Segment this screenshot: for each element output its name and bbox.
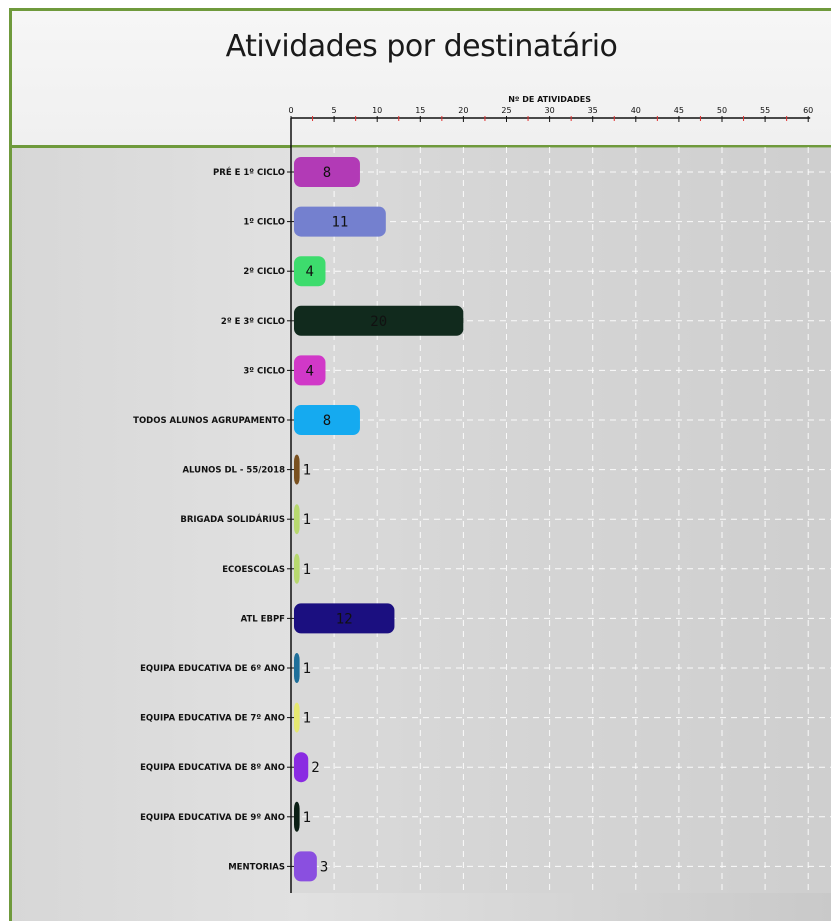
- x-tick-label: 5: [332, 106, 337, 115]
- bar: [294, 305, 464, 336]
- category-label: 1º CICLO: [243, 218, 285, 228]
- category-label: 2º CICLO: [243, 267, 285, 277]
- category-labels: PRÉ E 1º CICLO 1º CICLO 2º CICLO 2º E 3º CI…: [133, 166, 285, 872]
- bar-value-label: 4: [306, 264, 314, 280]
- x-tick-label: 35: [588, 106, 598, 115]
- bar-value-label: 12: [336, 611, 353, 627]
- bar-value-label: 8: [323, 413, 331, 429]
- category-label: ATL EBPF: [241, 614, 286, 624]
- x-tick-label: 40: [631, 106, 641, 115]
- x-tick-label: 10: [372, 106, 382, 115]
- bar-value-label: 1: [303, 711, 311, 727]
- bar: [294, 504, 300, 535]
- category-label: EQUIPA EDUCATIVA DE 8º ANO: [140, 763, 285, 773]
- x-tick-label: 50: [717, 106, 727, 115]
- bar: [294, 355, 326, 386]
- bar-value-label: 4: [306, 363, 314, 379]
- category-label: ECOESCOLAS: [222, 565, 285, 575]
- x-tick-label: 45: [674, 106, 684, 115]
- chart-header: Atividades por destinatário: [12, 11, 831, 145]
- plot-area: [291, 147, 831, 893]
- bar: [294, 206, 386, 237]
- bar: [294, 405, 360, 435]
- bar-value-label: 1: [303, 463, 311, 479]
- category-label: EQUIPA EDUCATIVA DE 7º ANO: [140, 714, 285, 724]
- x-tick-label: 25: [501, 106, 511, 115]
- x-tick-label: 15: [415, 106, 425, 115]
- bar-value-label: 3: [320, 859, 328, 875]
- x-tick-label: 60: [803, 106, 813, 115]
- bar-value-label: 1: [303, 810, 311, 826]
- category-label: EQUIPA EDUCATIVA DE 9º ANO: [140, 813, 285, 823]
- bar: [294, 603, 395, 634]
- category-label: PRÉ E 1º CICLO: [213, 166, 285, 178]
- category-label: 3º CICLO: [243, 366, 285, 376]
- bar: [294, 851, 317, 882]
- bar: [294, 653, 300, 683]
- bar-value-label: 1: [303, 562, 311, 578]
- bar: [294, 702, 300, 733]
- category-label: ALUNOS DL - 55/2018: [182, 466, 285, 476]
- grid: [291, 147, 831, 893]
- bar-value-label: 2: [311, 760, 319, 776]
- bar: [294, 454, 300, 485]
- x-tick-label: 20: [458, 106, 468, 115]
- category-label: TODOS ALUNOS AGRUPAMENTO: [133, 416, 285, 426]
- x-tick-label: 55: [760, 106, 770, 115]
- x-tick-label: 30: [545, 106, 555, 115]
- x-tick-label: 0: [288, 106, 293, 115]
- x-axis-title: Nº DE ATIVIDADES: [508, 95, 591, 104]
- bar: [294, 256, 326, 287]
- x-axis: 0 5 10 15 20 25 30 35 40 45 50 55 60: [287, 106, 813, 893]
- bar-value-label: 20: [370, 314, 387, 330]
- chart-title: Atividades por destinatário: [225, 29, 618, 64]
- bar-value-label: 1: [303, 512, 311, 528]
- bar: [294, 553, 300, 584]
- bar-value-label: 1: [303, 661, 311, 677]
- bar: [294, 157, 360, 187]
- category-label: BRIGADA SOLIDÁRIUS: [180, 513, 285, 525]
- category-label: MENTORIAS: [228, 862, 285, 872]
- header-divider: [12, 145, 831, 148]
- category-label: 2º E 3º CICLO: [221, 317, 285, 327]
- bar: [294, 752, 309, 783]
- category-label: EQUIPA EDUCATIVA DE 6º ANO: [140, 664, 285, 674]
- bar-value-label: 8: [323, 165, 331, 181]
- bar: [294, 801, 300, 832]
- bar-value-label: 11: [331, 215, 348, 231]
